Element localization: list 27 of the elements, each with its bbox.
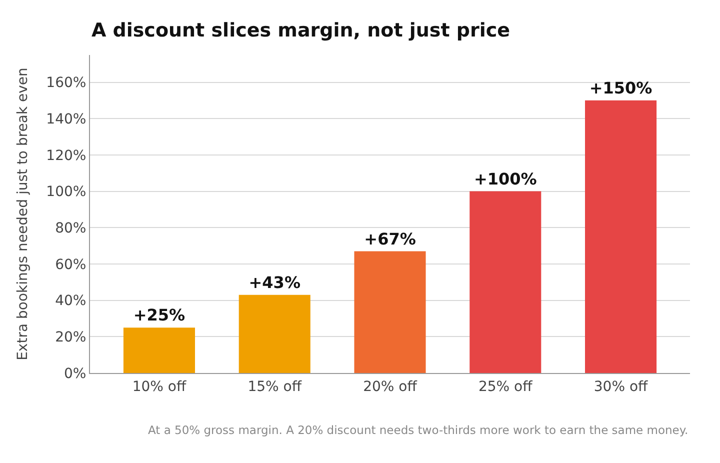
y-tick-label: 0% [64,366,86,382]
y-axis-title: Extra bookings needed just to break even [14,68,31,360]
bar [354,251,426,373]
y-tick-label: 60% [55,256,86,273]
y-tick-label: 100% [46,184,86,200]
y-tick-label: 80% [55,220,86,237]
data-label: +25% [133,306,186,325]
text: At a 50% gross margin. A 20% discount needs two-thirds more work to earn the same money. [148,423,688,437]
y-tick-label: 160% [46,75,86,92]
bar [585,100,657,373]
bar [123,328,195,373]
bar [238,294,310,373]
x-tick-label: 25% off [478,378,533,395]
data-label: +67% [364,229,416,248]
y-tick-label: 40% [55,293,86,310]
data-label: +150% [589,78,652,98]
y-tick-label: 20% [55,330,86,346]
chart-title: A discount slices margin, not just price [91,19,510,42]
y-tick-label: 140% [46,112,86,128]
x-tick-label: 30% off [594,378,648,395]
x-tick-label: 20% off [363,378,418,395]
data-label: +100% [474,169,537,188]
x-tick-label: 15% off [248,378,302,395]
bar [470,191,542,373]
data-label: +43% [248,272,300,292]
y-tick-label: 120% [46,148,86,164]
x-tick-label: 10% off [132,378,186,395]
